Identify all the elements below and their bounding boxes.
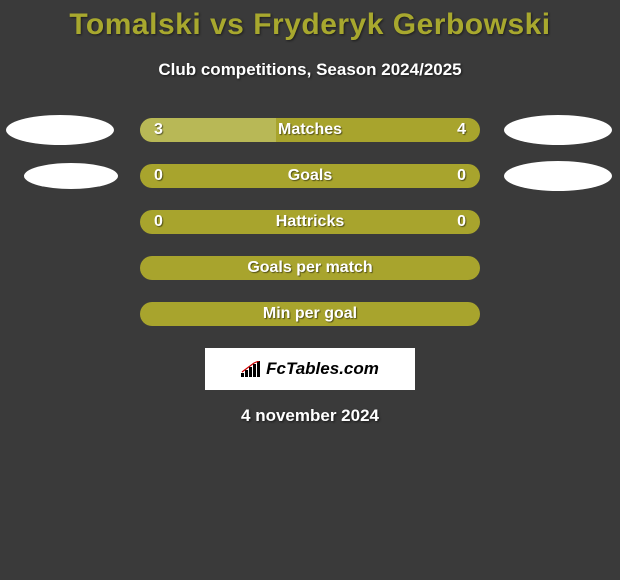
stat-bar: 3 4 Matches (140, 118, 480, 142)
stat-row: 0 0 Hattricks (0, 210, 620, 234)
stat-value-right: 0 (457, 167, 466, 185)
date: 4 november 2024 (0, 406, 620, 426)
stat-value-left: 0 (154, 167, 163, 185)
stat-value-left: 0 (154, 213, 163, 231)
stat-rows: 3 4 Matches 0 0 Goals 0 0 Hattricks Goals per mat… (0, 118, 620, 326)
stat-bar: 0 0 Hattricks (140, 210, 480, 234)
stat-row: Goals per match (0, 256, 620, 280)
subtitle: Club competitions, Season 2024/2025 (0, 60, 620, 80)
player-oval-left (24, 163, 118, 189)
bars-icon (241, 361, 263, 377)
stat-bar: 0 0 Goals (140, 164, 480, 188)
stat-label: Goals (288, 167, 332, 185)
player-oval-right (504, 115, 612, 145)
stat-label: Goals per match (247, 259, 372, 277)
logo-box: FcTables.com (205, 348, 415, 390)
stat-label: Min per goal (263, 305, 357, 323)
player-oval-left (6, 115, 114, 145)
stat-label: Hattricks (276, 213, 344, 231)
infographic-container: Tomalski vs Fryderyk Gerbowski Club comp… (0, 0, 620, 426)
title: Tomalski vs Fryderyk Gerbowski (0, 8, 620, 42)
stat-value-right: 0 (457, 213, 466, 231)
logo-label: FcTables.com (266, 359, 379, 379)
stat-row: Min per goal (0, 302, 620, 326)
stat-row: 3 4 Matches (0, 118, 620, 142)
stat-label: Matches (278, 121, 342, 139)
stat-row: 0 0 Goals (0, 164, 620, 188)
stat-value-left: 3 (154, 121, 163, 139)
stat-bar: Min per goal (140, 302, 480, 326)
logo-text: FcTables.com (241, 359, 379, 379)
stat-bar: Goals per match (140, 256, 480, 280)
stat-value-right: 4 (457, 121, 466, 139)
player-oval-right (504, 161, 612, 191)
